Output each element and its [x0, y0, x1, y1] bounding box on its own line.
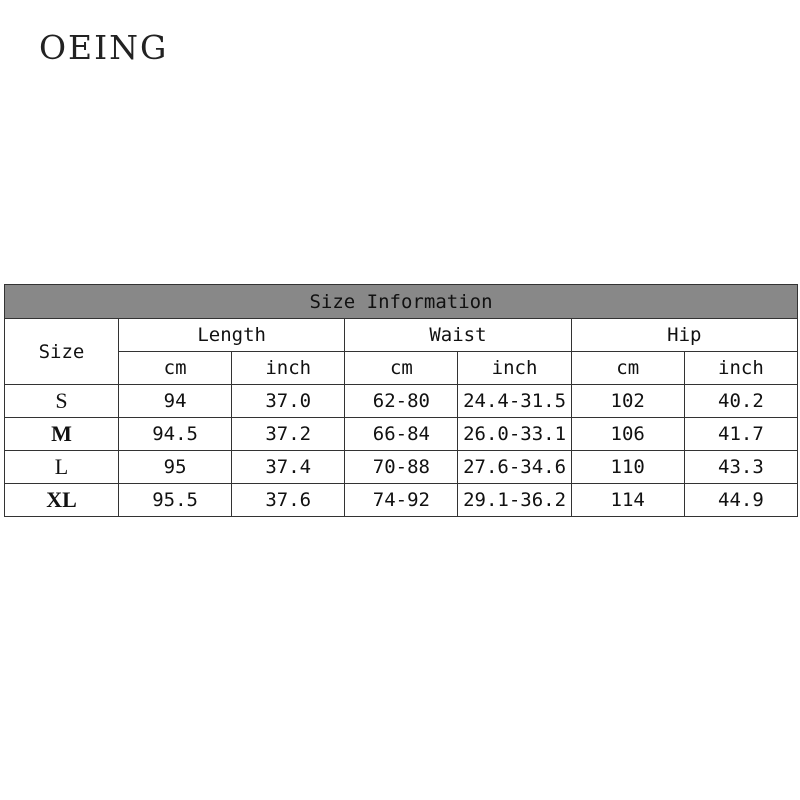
unit-header: inch — [231, 351, 346, 385]
value-cell: 62-80 — [344, 384, 459, 418]
value-cell: 95 — [117, 450, 233, 484]
value-cell: 106 — [570, 417, 685, 451]
table-row: M 94.5 37.2 66-84 26.0-33.1 106 41.7 — [4, 417, 799, 451]
unit-header: inch — [683, 351, 799, 385]
value-cell: 94 — [117, 384, 233, 418]
value-cell: 26.0-33.1 — [457, 417, 572, 451]
value-cell: 40.2 — [683, 384, 799, 418]
size-cell: S — [4, 384, 119, 418]
value-cell: 70-88 — [344, 450, 459, 484]
unit-header: cm — [344, 351, 459, 385]
value-cell: 95.5 — [117, 483, 233, 517]
unit-header: cm — [117, 351, 233, 385]
group-header-length: Length — [117, 318, 346, 352]
group-header-waist: Waist — [344, 318, 572, 352]
value-cell: 114 — [570, 483, 685, 517]
size-cell: L — [4, 450, 119, 484]
value-cell: 27.6-34.6 — [457, 450, 572, 484]
value-cell: 66-84 — [344, 417, 459, 451]
brand-logo: OEING — [39, 28, 169, 67]
value-cell: 37.4 — [231, 450, 346, 484]
value-cell: 44.9 — [683, 483, 799, 517]
value-cell: 37.2 — [231, 417, 346, 451]
value-cell: 29.1-36.2 — [457, 483, 572, 517]
size-cell: XL — [4, 483, 119, 517]
size-cell: M — [4, 417, 119, 451]
value-cell: 37.6 — [231, 483, 346, 517]
value-cell: 37.0 — [231, 384, 346, 418]
value-cell: 74-92 — [344, 483, 459, 517]
value-cell: 94.5 — [117, 417, 233, 451]
unit-header: cm — [570, 351, 685, 385]
value-cell: 24.4-31.5 — [457, 384, 572, 418]
table-title: Size Information — [4, 284, 798, 319]
value-cell: 41.7 — [683, 417, 799, 451]
table-row: L 95 37.4 70-88 27.6-34.6 110 43.3 — [4, 450, 799, 484]
size-header: Size — [4, 318, 119, 385]
table-row: XL 95.5 37.6 74-92 29.1-36.2 114 44.9 — [4, 483, 799, 517]
group-header-hip: Hip — [570, 318, 799, 352]
table-row: S 94 37.0 62-80 24.4-31.5 102 40.2 — [4, 384, 799, 418]
value-cell: 102 — [570, 384, 685, 418]
size-chart-table: Size Information Size Length Waist Hip c… — [4, 284, 799, 517]
unit-header: inch — [457, 351, 572, 385]
value-cell: 43.3 — [683, 450, 799, 484]
value-cell: 110 — [570, 450, 685, 484]
